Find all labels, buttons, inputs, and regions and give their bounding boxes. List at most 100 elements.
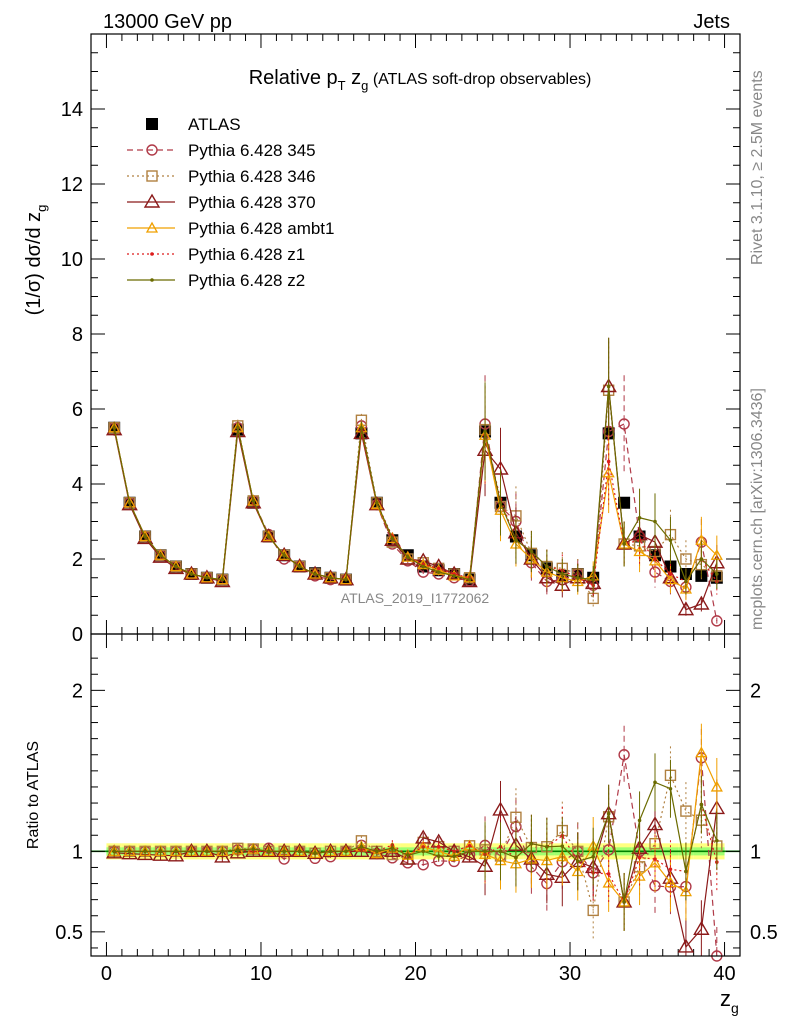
ratio-point-z2 [390, 846, 395, 850]
legend-label-z1: Pythia 6.428 z1 [188, 245, 305, 264]
legend: ATLAS Pythia 6.428 345 Pythia 6.428 346 Pyt… [127, 115, 334, 290]
ratio-panel: 0 10 20 30 40 0.5 0.5 1 1 2 2 Ratio to ATLAS zg [25, 633, 778, 1016]
ratio-point-z2 [189, 849, 194, 854]
atlas-point [618, 496, 631, 509]
point-z2 [158, 553, 163, 558]
ratio-point-z1 [436, 844, 441, 849]
ratio-point-p370 [152, 846, 169, 861]
point-z2 [699, 557, 704, 561]
main-y-tick-label: 4 [72, 474, 83, 496]
ratio-point-z1 [467, 843, 472, 848]
point-z2 [127, 500, 132, 505]
point-p370 [461, 573, 478, 588]
ratio-point-p346 [587, 904, 599, 917]
ratio-point-p370 [399, 850, 416, 865]
point-p346 [680, 553, 692, 565]
ratio-y-tick-label-right: 1 [750, 841, 761, 863]
ratio-point-z2 [591, 854, 596, 859]
point-ambt1 [602, 466, 615, 478]
point-z2 [545, 564, 549, 569]
point-p370 [183, 565, 200, 580]
ratio-point-z2 [684, 869, 688, 874]
legend-label-p345: Pythia 6.428 345 [188, 141, 316, 160]
main-y-tick-label: 6 [72, 399, 83, 421]
ratio-point-z2 [251, 847, 256, 851]
point-p345 [618, 418, 630, 430]
ratio-point-ambt1 [710, 780, 723, 792]
ratio-point-p370 [693, 920, 710, 935]
point-z2 [715, 572, 719, 576]
plot-title: Relative pT zg (ATLAS soft-drop observab… [249, 67, 592, 93]
main-plot-marks [105, 337, 726, 627]
point-z2 [637, 515, 642, 520]
ratio-point-z2 [498, 849, 503, 854]
point-z2 [452, 574, 456, 578]
ratio-point-z1 [637, 855, 642, 860]
ratio-line-p370 [114, 808, 718, 949]
ratio-line-ambt1 [114, 750, 718, 903]
ratio-point-z2 [158, 849, 163, 854]
x-tick-label: 30 [559, 963, 581, 985]
x-tick-label: 40 [713, 963, 735, 985]
point-z2 [189, 572, 194, 576]
main-y-tick-label: 12 [61, 174, 83, 196]
ratio-point-z2 [313, 851, 317, 856]
point-ambt1 [633, 545, 646, 557]
ratio-point-z2 [127, 849, 132, 854]
ratio-point-z2 [143, 849, 147, 854]
point-z2 [436, 570, 441, 574]
point-z2 [297, 564, 302, 569]
point-z2 [560, 572, 565, 576]
ratio-point-z2 [436, 854, 441, 858]
ratio-y-tick-label: 0.5 [55, 922, 83, 944]
point-z2 [205, 575, 209, 580]
point-z2 [375, 500, 379, 505]
ratio-point-p370 [198, 842, 216, 858]
ratio-point-ambt1 [602, 876, 615, 888]
point-p370 [445, 565, 463, 580]
point-z1 [668, 572, 673, 576]
ratio-point-z2 [405, 853, 410, 857]
point-z2 [220, 577, 225, 582]
point-z1 [436, 566, 441, 571]
point-z2 [467, 577, 472, 582]
main-y-label: (1/σ) dσ/d zg [23, 205, 49, 316]
point-ambt1 [664, 573, 677, 585]
point-p370 [229, 423, 247, 438]
main-y-tick-label: 0 [72, 624, 83, 646]
ratio-point-z2 [421, 849, 426, 854]
legend-label-z2: Pythia 6.428 z2 [188, 271, 305, 290]
point-ambt1 [308, 567, 322, 579]
point-z2 [313, 572, 317, 576]
point-z2 [421, 564, 426, 569]
point-z2 [653, 519, 657, 524]
ratio-point-z2 [359, 845, 364, 849]
ratio-y-tick-label-right: 0.5 [750, 922, 778, 944]
point-z2 [344, 577, 348, 582]
legend-label-ambt1: Pythia 6.428 ambt1 [188, 219, 334, 238]
ratio-point-z2 [375, 849, 379, 854]
legend-marker-p346 [146, 170, 158, 182]
point-ambt1 [370, 498, 383, 510]
header-left: 13000 GeV pp [103, 11, 232, 33]
header-right: Jets [693, 11, 730, 33]
point-z2 [112, 425, 116, 430]
ratio-point-z2 [282, 849, 286, 854]
point-z2 [390, 536, 395, 541]
point-z2 [575, 575, 580, 580]
ratio-point-p370 [183, 842, 200, 858]
ratio-point-z2 [715, 838, 719, 843]
ratio-point-z1 [606, 872, 611, 876]
main-y-tick-label: 10 [61, 249, 83, 271]
ratio-point-p345 [417, 859, 429, 871]
point-ambt1 [123, 496, 136, 508]
point-z2 [235, 425, 240, 430]
point-z2 [483, 429, 487, 434]
ratio-line-z2 [114, 781, 718, 903]
ratio-point-p370 [646, 816, 664, 831]
point-z2 [668, 538, 673, 543]
point-z2 [174, 564, 178, 569]
ratio-point-p370 [322, 842, 339, 858]
point-p370 [368, 496, 386, 511]
